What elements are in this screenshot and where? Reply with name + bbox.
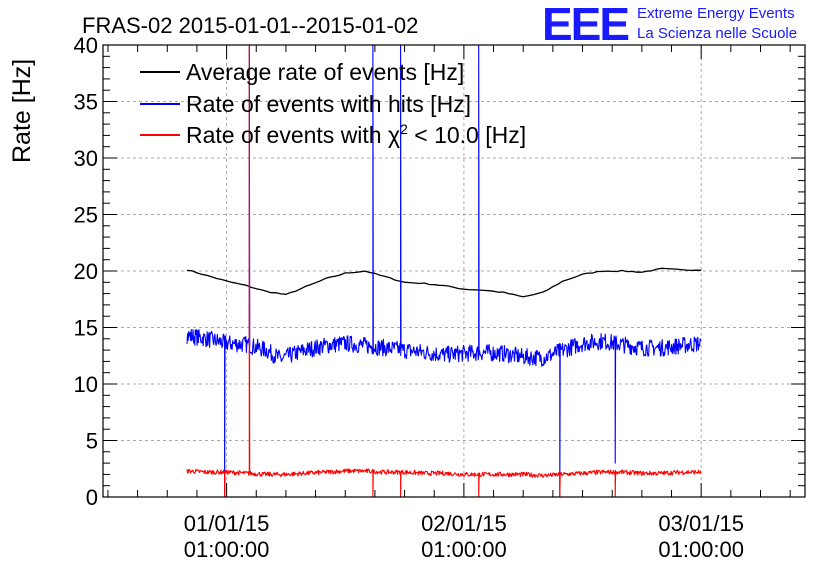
y-tick-label: 5 (86, 429, 98, 454)
grid-lines (103, 45, 805, 497)
x-tick-label-time: 01:00:00 (421, 537, 507, 562)
legend-chi2-symbol: χ (388, 122, 400, 148)
x-axis: 01/01/1501:00:0002/01/1501:00:0003/01/15… (107, 45, 791, 562)
chart-title: FRAS-02 2015-01-01--2015-01-02 (82, 13, 418, 38)
x-tick-label-date: 01/01/15 (184, 511, 270, 536)
legend-label-average: Average rate of events [Hz] (186, 59, 464, 85)
x-tick-label-time: 01:00:00 (658, 537, 744, 562)
y-tick-label: 10 (74, 372, 98, 397)
y-axis: 0 5 10 15 20 25 30 35 40 (74, 33, 805, 510)
eee-logo-line2: La Scienza nelle Scuole (637, 25, 797, 42)
eee-logo-mark: EEE (542, 0, 628, 50)
x-tick-label-time: 01:00:00 (184, 537, 270, 562)
legend: Average rate of events [Hz] Rate of even… (140, 59, 526, 148)
y-axis-label: Rate [Hz] (8, 59, 36, 163)
y-tick-label: 15 (74, 316, 98, 341)
series-chi2-rate (186, 44, 702, 498)
legend-chi2-prefix: Rate of events with (186, 122, 388, 148)
y-tick-label: 0 (86, 485, 98, 510)
legend-chi2-sup: 2 (400, 121, 408, 137)
eee-logo-line1: Extreme Energy Events (637, 5, 795, 22)
legend-label-hits: Rate of events with hits [Hz] (186, 91, 471, 117)
y-tick-label: 30 (74, 146, 98, 171)
series-hits-rate (186, 44, 702, 498)
legend-label-chi2: Rate of events with χ2 < 10.0 [Hz] (186, 121, 526, 148)
series-group (186, 44, 702, 498)
y-tick-label: 40 (74, 33, 98, 58)
y-tick-label: 35 (74, 90, 98, 115)
legend-chi2-suffix: < 10.0 [Hz] (408, 122, 526, 148)
y-tick-label: 20 (74, 259, 98, 284)
x-tick-label-date: 03/01/15 (658, 511, 744, 536)
x-tick-label-date: 02/01/15 (421, 511, 507, 536)
y-tick-label: 25 (74, 203, 98, 228)
series-average-rate (186, 267, 702, 298)
eee-logo: EEE Extreme Energy Events La Scienza nel… (542, 0, 797, 50)
